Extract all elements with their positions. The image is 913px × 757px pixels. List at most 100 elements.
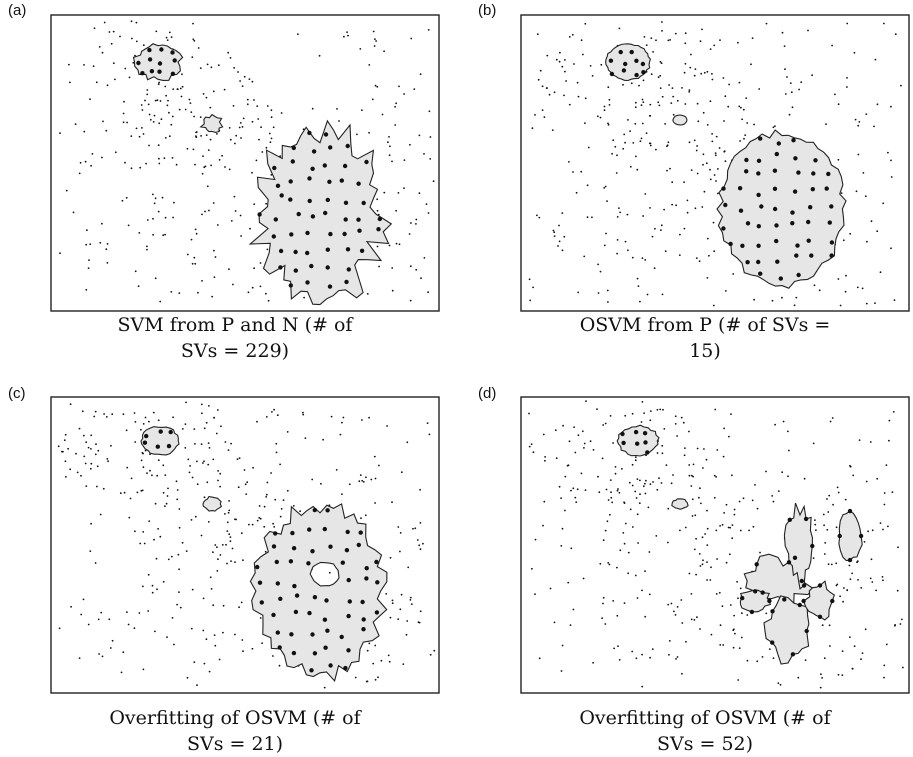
sample-point	[155, 30, 158, 33]
sample-point	[83, 455, 86, 458]
sample-point	[57, 445, 60, 448]
sample-point	[631, 484, 634, 487]
sample-point	[641, 589, 643, 592]
sample-point	[202, 155, 204, 158]
sample-point	[835, 526, 838, 529]
positive-point	[346, 577, 351, 583]
positive-point	[296, 211, 301, 217]
sample-point	[561, 644, 564, 647]
sample-point	[225, 543, 227, 546]
sample-point	[302, 411, 304, 414]
sample-point	[164, 216, 167, 219]
sample-point	[91, 153, 94, 155]
sample-point	[829, 420, 832, 423]
sample-point	[101, 222, 103, 225]
panel-letter: (a)	[8, 2, 27, 19]
positive-point	[782, 597, 787, 602]
sample-point	[202, 597, 205, 600]
sample-point	[853, 645, 856, 648]
positive-point	[312, 651, 318, 656]
sample-point	[361, 109, 363, 111]
sample-point	[682, 421, 685, 424]
sample-point	[240, 532, 243, 535]
sample-point	[126, 466, 129, 469]
sample-point	[178, 508, 181, 510]
sample-point	[827, 563, 830, 565]
positive-point	[323, 132, 329, 137]
positive-point	[642, 431, 648, 436]
sample-point	[637, 285, 640, 287]
positive-point	[806, 219, 811, 225]
caption-line-2: SVs = 229)	[180, 340, 290, 362]
sample-point	[274, 498, 277, 501]
sample-point	[576, 81, 579, 84]
sample-point	[199, 116, 202, 118]
sample-point	[410, 222, 412, 224]
sample-point	[668, 84, 670, 86]
sample-point	[146, 245, 148, 248]
sample-point	[214, 256, 217, 258]
sample-point	[234, 142, 236, 145]
sample-point	[675, 658, 677, 660]
sample-point	[861, 287, 864, 290]
sample-point	[98, 46, 101, 48]
sample-point	[235, 518, 238, 521]
sample-point	[664, 123, 666, 125]
sample-point	[836, 486, 839, 489]
sample-point	[69, 468, 72, 471]
sample-point	[561, 527, 564, 530]
sample-point	[604, 623, 607, 625]
sample-point	[143, 542, 146, 545]
positive-point	[723, 202, 728, 208]
positive-point	[157, 61, 163, 66]
sample-point	[529, 299, 532, 302]
sample-point	[584, 22, 587, 25]
sample-point	[645, 479, 647, 482]
sample-point	[172, 416, 174, 419]
sample-point	[190, 627, 193, 630]
sample-point	[194, 515, 197, 518]
sample-point	[616, 154, 618, 157]
positive-point	[275, 581, 280, 586]
sample-point	[894, 624, 896, 627]
sample-point	[65, 476, 67, 478]
sample-point	[164, 85, 167, 88]
sample-point	[154, 277, 157, 280]
sample-point	[387, 141, 389, 144]
positive-point	[172, 58, 177, 63]
sample-point	[558, 240, 561, 243]
sample-point	[863, 541, 866, 543]
sample-point	[667, 39, 670, 42]
sample-point	[701, 206, 704, 208]
sample-point	[791, 106, 794, 109]
sample-point	[670, 482, 673, 485]
sample-point	[94, 562, 97, 564]
sample-point	[661, 21, 663, 23]
sample-point	[130, 167, 133, 170]
sample-point	[772, 126, 775, 129]
sample-point	[667, 541, 669, 544]
panel-b: (b) OSVM from P (# of SVs = 15)	[478, 2, 913, 372]
sample-point	[162, 464, 165, 467]
sample-point	[614, 472, 617, 475]
sample-point	[204, 210, 206, 213]
positive-point	[328, 231, 333, 237]
positive-point	[328, 663, 333, 668]
panel-letter: (c)	[8, 385, 26, 402]
positive-point	[310, 549, 315, 554]
sample-point	[398, 243, 401, 246]
positive-point	[147, 47, 152, 53]
sample-point	[238, 457, 241, 459]
sample-point	[230, 560, 232, 562]
sample-point	[164, 505, 166, 508]
sample-point	[154, 99, 157, 102]
sample-point	[701, 563, 704, 566]
positive-point	[829, 204, 834, 209]
caption-line-1: SVM from P and N (# of	[117, 314, 353, 336]
sample-point	[555, 58, 558, 61]
sample-point	[192, 38, 195, 41]
sample-point	[690, 474, 693, 477]
sample-point	[607, 301, 609, 303]
sample-point	[151, 591, 154, 594]
sample-point	[130, 477, 133, 480]
